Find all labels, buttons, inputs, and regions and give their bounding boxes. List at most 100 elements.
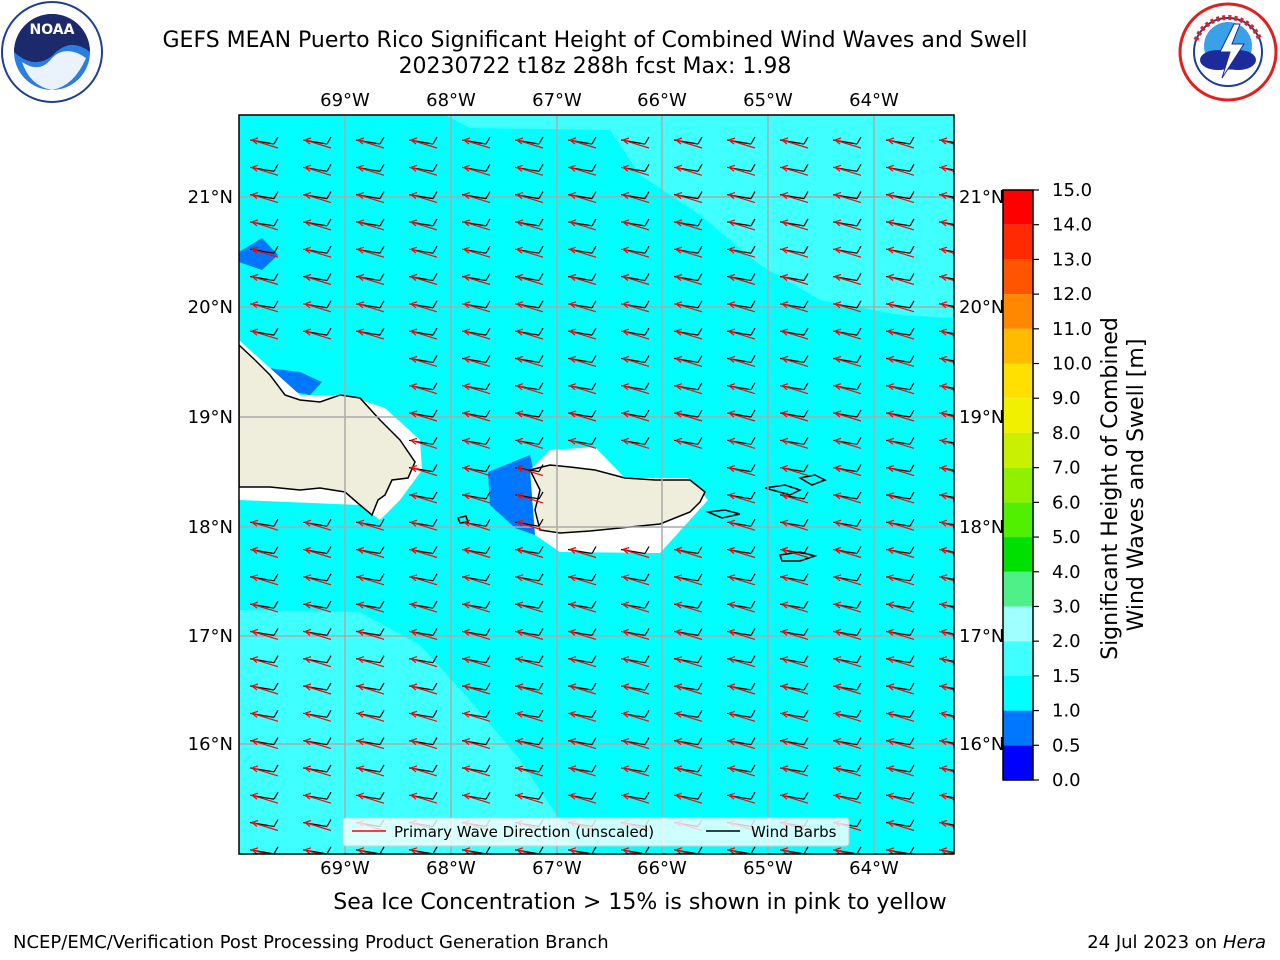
- wave-arrow: [622, 546, 650, 559]
- wave-arrow: [410, 192, 438, 204]
- wave-arrow: [304, 164, 332, 176]
- graticule: [239, 115, 954, 854]
- lat-label-left: 18°N: [188, 517, 233, 538]
- wave-arrow: [940, 819, 954, 828]
- wave-arrow: [622, 246, 650, 258]
- wave-arrow: [675, 410, 703, 422]
- wave-arrow: [940, 738, 954, 746]
- colorbar-segment: [1003, 571, 1033, 607]
- wave-arrow: [463, 137, 491, 149]
- wave-arrow: [304, 819, 332, 832]
- wave-arrow: [463, 383, 491, 395]
- lat-label-left: 17°N: [188, 626, 233, 647]
- wave-arrow: [675, 710, 703, 722]
- wave-arrow: [781, 410, 809, 422]
- wave-arrow: [463, 710, 491, 722]
- wave-arrow: [410, 410, 438, 422]
- wave-arrow: [357, 164, 385, 176]
- wave-arrow: [463, 601, 491, 613]
- wave-arrow: [251, 137, 279, 149]
- wave-arrow: [834, 437, 862, 449]
- wave-arrow: [410, 710, 438, 722]
- lat-label-right: 19°N: [959, 407, 1004, 428]
- wave-arrow: [251, 519, 279, 531]
- wave-arrow: [781, 273, 809, 286]
- wave-arrow: [410, 492, 438, 504]
- wave-arrow: [622, 628, 650, 640]
- wave-arrow: [357, 219, 385, 231]
- wave-arrow: [887, 574, 915, 586]
- wave-arrow: [410, 738, 438, 750]
- wave-arrow: [675, 301, 703, 313]
- colorbar-tick-label: 7.0: [1052, 458, 1081, 479]
- lon-label-top: 65°W: [743, 90, 793, 111]
- wave-arrow: [940, 519, 954, 527]
- wave-arrow: [940, 683, 954, 691]
- wave-arrow: [410, 137, 438, 149]
- wave-arrow: [516, 410, 544, 422]
- wave-arrow: [675, 383, 703, 395]
- wave-arrow: [781, 355, 809, 367]
- wave-arrow: [357, 301, 385, 313]
- wave-arrow: [516, 301, 544, 313]
- colorbar-segment: [1003, 675, 1033, 711]
- colorbar: [1002, 189, 1034, 781]
- colorbar-tick-label: 1.5: [1052, 666, 1081, 687]
- colorbar-label: Significant Height of Combined Wind Wave…: [1098, 310, 1149, 660]
- wave-arrow: [675, 192, 703, 204]
- wave-arrow: [569, 355, 597, 367]
- wave-arrow: [887, 710, 915, 722]
- wave-arrow: [887, 437, 915, 449]
- lon-label-bottom: 66°W: [637, 858, 687, 879]
- wave-arrow: [940, 246, 954, 254]
- wave-arrow: [569, 601, 597, 613]
- wave-arrow: [304, 192, 332, 204]
- wave-arrow: [463, 219, 491, 231]
- wave-arrow: [781, 492, 809, 504]
- wave-arrow: [304, 683, 332, 695]
- wave-arrow: [516, 574, 544, 586]
- wave-arrow: [728, 546, 756, 559]
- wave-arrow: [940, 273, 954, 282]
- wave-arrow: [675, 628, 703, 640]
- lat-label-left: 21°N: [188, 187, 233, 208]
- wave-arrow: [781, 465, 809, 477]
- island-virgin-islands: [764, 474, 827, 496]
- wave-arrow: [834, 601, 862, 613]
- sea-contour-light-north: [445, 115, 954, 318]
- sea-contour-dark-west: [239, 238, 278, 270]
- wave-arrow: [304, 710, 332, 722]
- wave-arrow: [463, 574, 491, 586]
- colorbar-tick-label: 0.5: [1052, 735, 1081, 756]
- wave-arrow: [463, 792, 491, 804]
- wave-arrow: [675, 246, 703, 258]
- wave-arrow: [251, 546, 279, 559]
- colorbar-segment: [1003, 259, 1033, 295]
- wave-arrow: [251, 246, 279, 258]
- footer-date: 24 Jul 2023 on Hera: [1087, 932, 1266, 953]
- wave-arrow: [781, 328, 809, 340]
- wave-arrow: [304, 219, 332, 231]
- wave-arrow: [410, 355, 438, 367]
- sea-contour-light-south: [239, 610, 580, 854]
- wave-arrow: [410, 519, 438, 531]
- wave-arrow: [410, 383, 438, 395]
- wave-arrow: [622, 164, 650, 176]
- wave-arrow: [516, 219, 544, 231]
- wave-arrow: [410, 273, 438, 286]
- wave-arrow: [357, 710, 385, 722]
- legend-wave-label: Primary Wave Direction (unscaled): [394, 823, 654, 841]
- colorbar-segment: [1003, 398, 1033, 433]
- lat-labels-right: 21°N 20°N 19°N 18°N 17°N 16°N: [959, 187, 1004, 755]
- wave-arrow: [516, 546, 544, 559]
- wave-arrow: [887, 246, 915, 258]
- wave-arrow: [463, 437, 491, 449]
- wave-arrow: [357, 519, 385, 531]
- wave-arrow: [887, 328, 915, 340]
- wave-arrow: [357, 273, 385, 286]
- wave-arrow: [304, 656, 332, 668]
- colorbar-tick-label: 15.0: [1052, 180, 1092, 201]
- wave-arrow: [728, 410, 756, 422]
- wave-arrow: [357, 192, 385, 204]
- wave-arrow: [410, 683, 438, 695]
